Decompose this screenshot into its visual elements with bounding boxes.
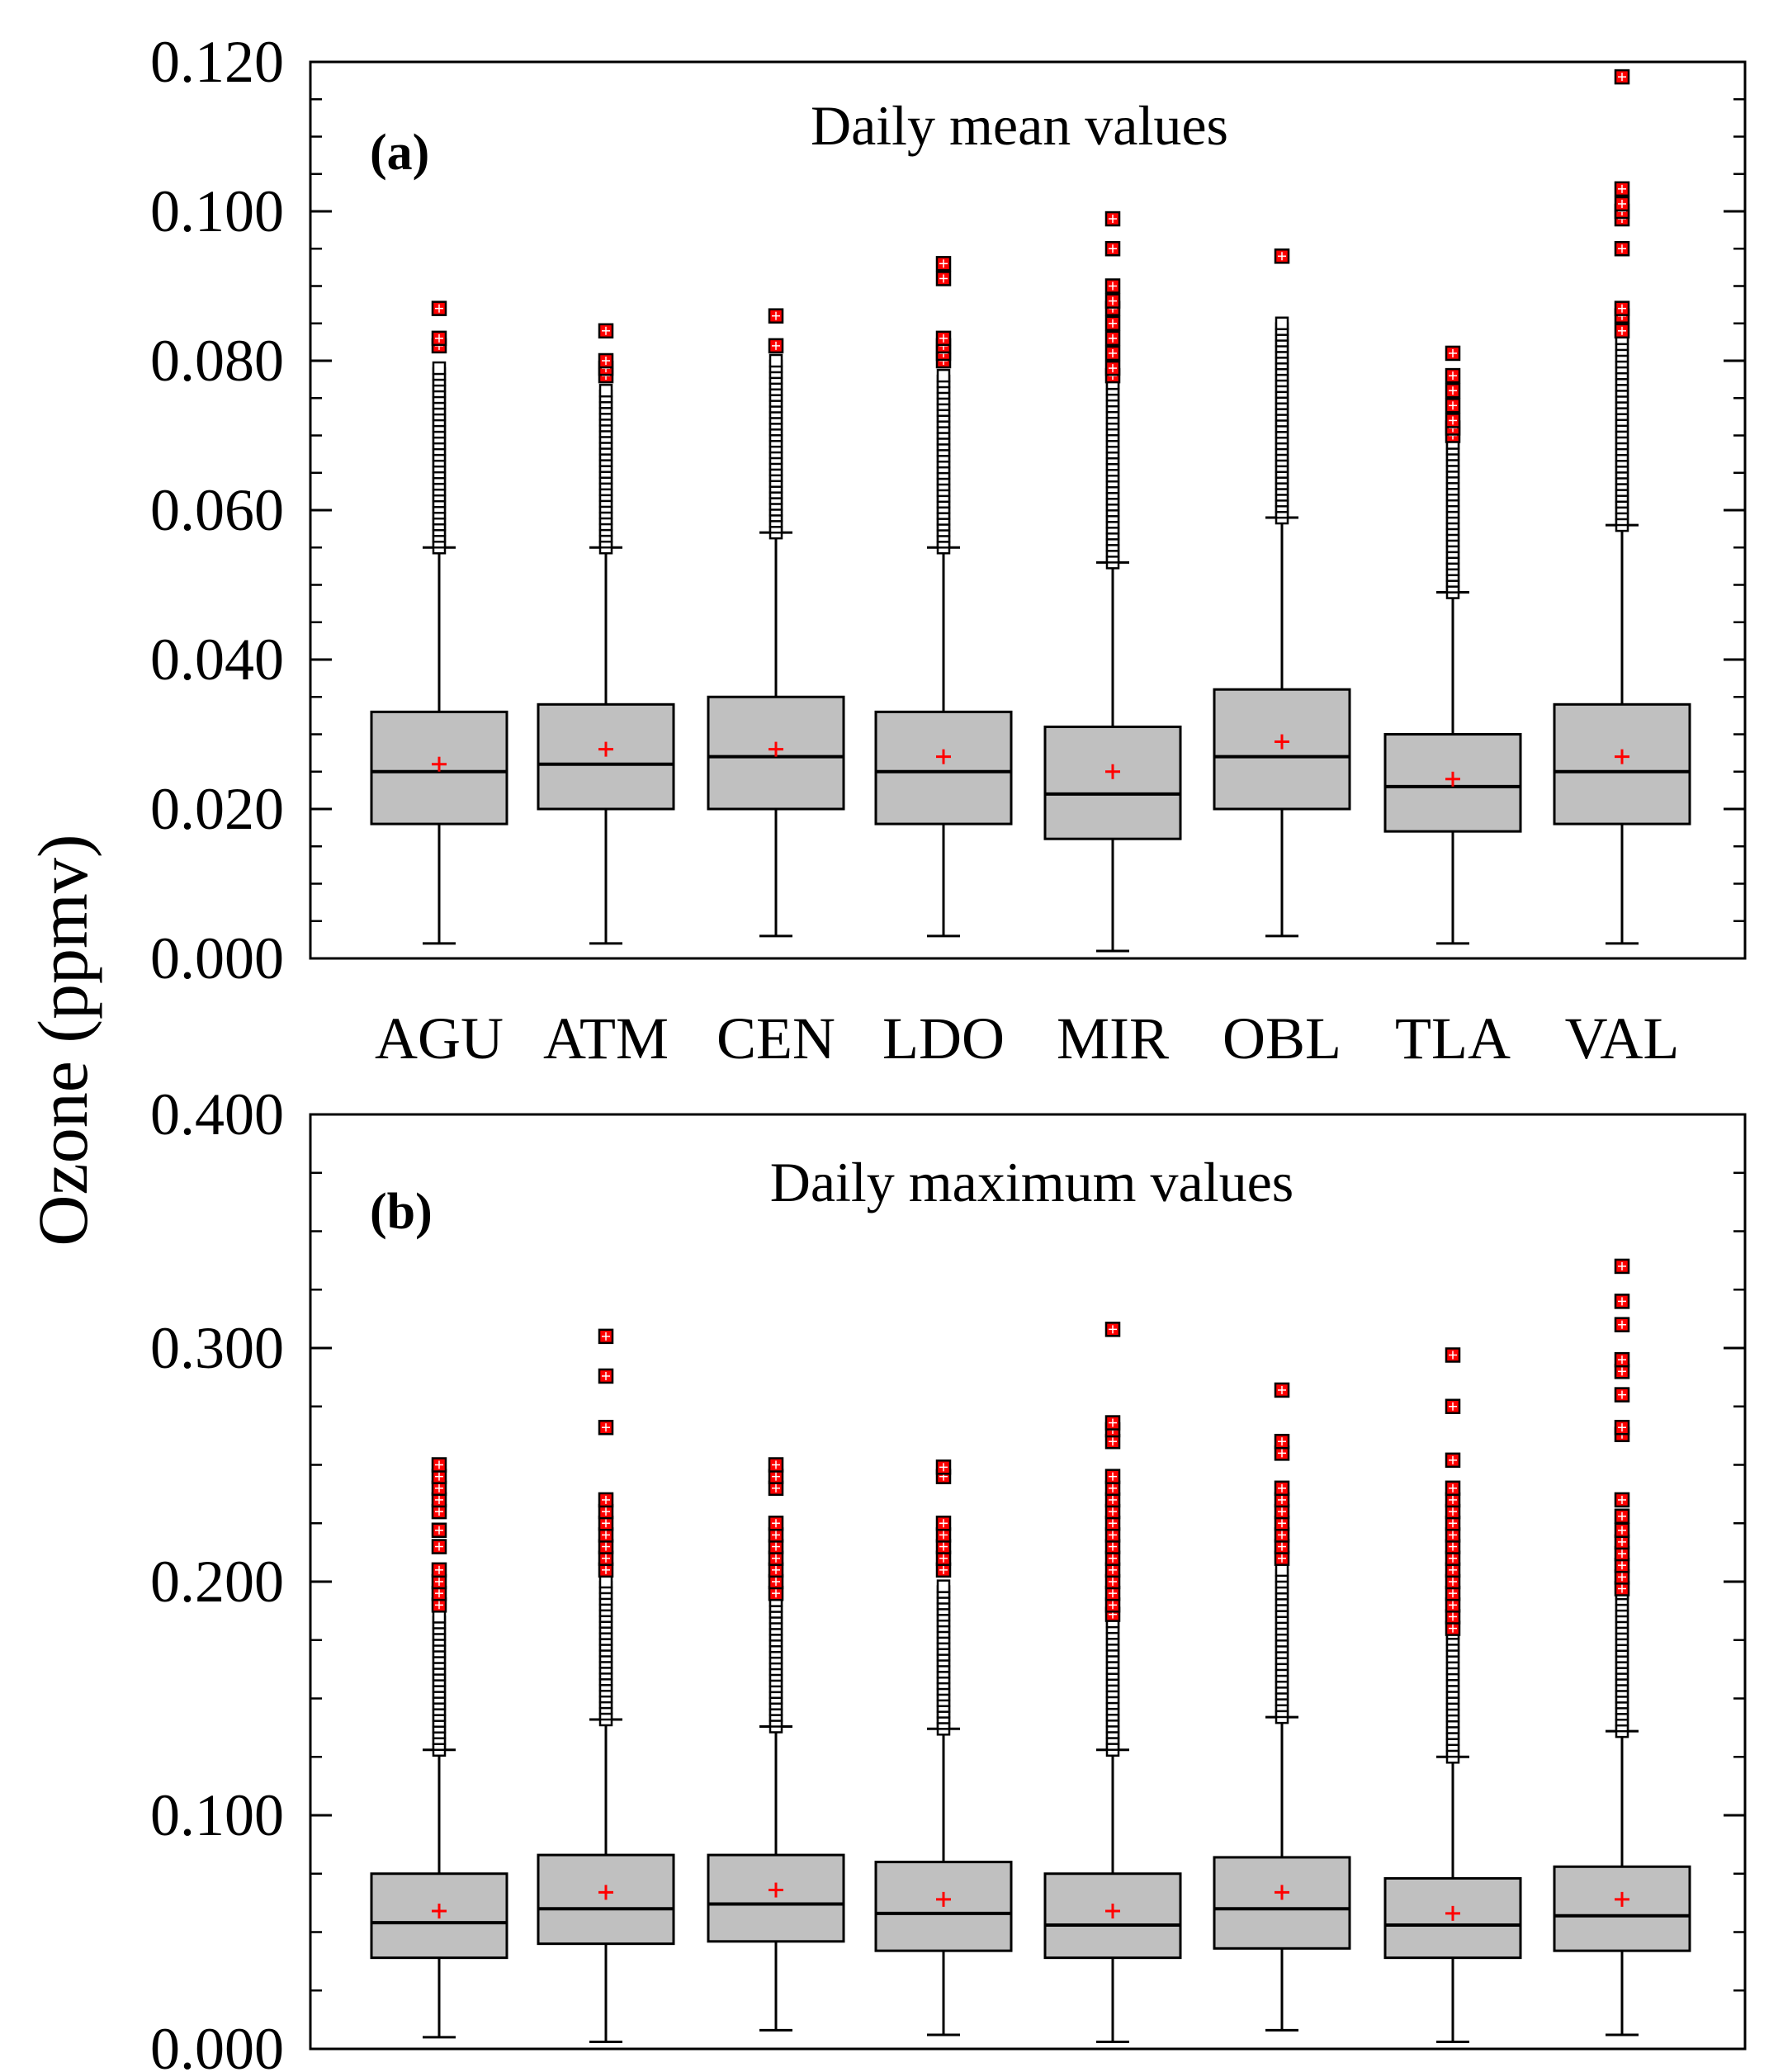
y-tick-label: 0.060 xyxy=(150,477,284,543)
panel-b-daily-maximum: 0.000 0.100 0.200 0.300 0.400 Daily maximum v… xyxy=(150,1081,1747,2072)
y-tick-label: 0.000 xyxy=(150,2016,284,2072)
y-tick-label: 0.300 xyxy=(150,1315,284,1381)
outlier-point xyxy=(1275,316,1289,330)
outlier-point xyxy=(769,353,783,368)
box-mir xyxy=(1043,1322,1182,2044)
y-tick-label: 0.080 xyxy=(150,328,284,394)
panel-title: Daily mean values xyxy=(811,94,1228,157)
iqr-box xyxy=(1043,725,1182,840)
iqr-box xyxy=(537,702,675,811)
box-cen xyxy=(707,308,845,938)
plot-frame xyxy=(309,1113,1747,2051)
box-val xyxy=(1553,1258,1691,2037)
box-atm xyxy=(537,323,675,945)
panel-title: Daily maximum values xyxy=(770,1151,1294,1213)
y-tick-label: 0.200 xyxy=(150,1549,284,1615)
box-atm xyxy=(537,1328,675,2044)
category-label-obl: OBL xyxy=(1223,1005,1341,1071)
box-agu xyxy=(370,300,508,945)
panel-a-daily-mean: 0.000 0.020 0.040 0.060 0.080 0.100 0.120 Daily… xyxy=(150,29,1747,991)
panel-letter: (b) xyxy=(370,1184,433,1240)
category-label-ldo: LDO xyxy=(882,1005,1005,1071)
y-tick-label: 0.040 xyxy=(150,627,284,693)
y-tick-label: 0.000 xyxy=(150,925,284,991)
y-tick-label: 0.120 xyxy=(150,29,284,95)
box-cen xyxy=(707,1457,845,2032)
category-label-val: VAL xyxy=(1565,1005,1680,1071)
category-label-cen: CEN xyxy=(717,1005,835,1071)
category-label-mir: MIR xyxy=(1057,1005,1169,1071)
plot-frame xyxy=(309,60,1747,960)
outlier-point xyxy=(598,383,613,398)
outlier-point xyxy=(936,368,951,383)
box-obl xyxy=(1213,1382,1351,2032)
box-tla xyxy=(1383,345,1522,945)
panel-letter: (a) xyxy=(370,125,429,181)
box-mir xyxy=(1043,211,1182,953)
box-agu xyxy=(370,1457,508,2039)
box-val xyxy=(1553,69,1691,945)
box-tla xyxy=(1383,1347,1522,2044)
iqr-box xyxy=(1213,1856,1351,1950)
iqr-box xyxy=(1553,702,1691,825)
iqr-box xyxy=(1213,688,1351,811)
category-label-agu: AGU xyxy=(375,1005,504,1071)
y-tick-label: 0.400 xyxy=(150,1081,284,1147)
y-tick-label: 0.100 xyxy=(150,178,284,244)
category-label-tla: TLA xyxy=(1395,1005,1511,1071)
y-tick-label: 0.100 xyxy=(150,1782,284,1848)
category-axis-labels: AGU ATM CEN LDO MIR OBL TLA VAL xyxy=(375,1005,1679,1071)
iqr-box xyxy=(874,710,1013,825)
outlier-point xyxy=(936,1579,951,1593)
box-obl xyxy=(1213,248,1351,938)
iqr-box xyxy=(1553,1865,1691,1952)
category-label-atm: ATM xyxy=(543,1005,669,1071)
iqr-box xyxy=(707,1853,845,1943)
box-ldo xyxy=(874,256,1013,938)
outlier-point xyxy=(432,361,447,376)
y-axis-label: Ozone (ppmv) xyxy=(23,834,102,1246)
y-tick-label: 0.020 xyxy=(150,776,284,842)
box-ldo xyxy=(874,1459,1013,2037)
